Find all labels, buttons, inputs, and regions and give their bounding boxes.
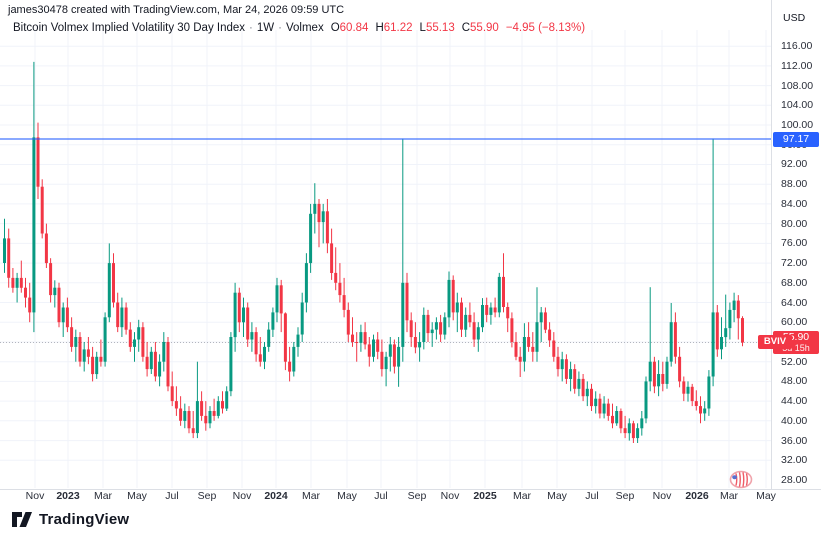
bar-countdown: 5d 15h: [782, 342, 810, 353]
price-tick-label: 100.00: [781, 119, 814, 132]
time-tick-month-label: Nov: [440, 490, 460, 502]
open-value: 60.84: [339, 22, 369, 34]
close-value: 55.90: [470, 22, 499, 34]
tradingview-logo[interactable]: TradingView: [12, 511, 129, 528]
time-tick-month-label: Nov: [232, 490, 252, 502]
price-tick-label: 80.00: [781, 217, 808, 230]
high-value: 61.22: [383, 22, 413, 34]
price-tick-label: 64.00: [781, 296, 808, 309]
price-tick-label: 112.00: [781, 59, 813, 72]
price-tick-label: 52.00: [781, 355, 808, 368]
price-tick-label: 60.00: [781, 316, 808, 329]
price-tick-label: 48.00: [781, 375, 808, 388]
attribution-text: james30478 created with TradingView.com,…: [8, 4, 345, 16]
time-tick-month-label: Mar: [719, 490, 739, 502]
time-tick-year-label: 2024: [264, 490, 288, 502]
time-tick-month-label: Sep: [407, 490, 427, 502]
time-tick-month-label: Nov: [25, 490, 45, 502]
symbol-title: Bitcoin Volmex Implied Volatility 30 Day…: [13, 22, 246, 34]
tradingview-logo-icon: [12, 512, 32, 527]
low-label: L: [419, 22, 426, 34]
time-tick-month-label: May: [127, 490, 147, 502]
close-label: C: [461, 22, 471, 34]
time-tick-month-label: Sep: [197, 490, 217, 502]
price-tick-label: 92.00: [781, 158, 808, 171]
price-tick-label: 104.00: [781, 99, 814, 112]
time-tick-month-label: May: [337, 490, 357, 502]
time-tick-month-label: Mar: [512, 490, 532, 502]
change-value: −4.95 (−8.13%): [505, 22, 586, 34]
price-tick-label: 116.00: [781, 40, 813, 53]
price-tick-label: 84.00: [781, 197, 808, 210]
high-label: H: [375, 22, 384, 34]
legend-separator: ·: [249, 22, 253, 34]
time-tick-year-label: 2025: [473, 490, 497, 502]
price-tick-label: 40.00: [781, 414, 808, 427]
time-tick-month-label: Jul: [374, 490, 388, 502]
time-tick-month-label: Jul: [585, 490, 599, 502]
brand-name: TradingView: [39, 511, 130, 528]
time-tick-month-label: May: [547, 490, 567, 502]
interval-label: 1W: [256, 22, 275, 34]
price-tick-label: 88.00: [781, 178, 808, 191]
time-tick-year-label: 2023: [56, 490, 80, 502]
symbol-price-badge: BVIV: [758, 335, 792, 350]
symbol-legend[interactable]: Bitcoin Volmex Implied Volatility 30 Day…: [13, 22, 585, 34]
price-tick-label: 76.00: [781, 237, 808, 250]
time-tick-year-label: 2026: [685, 490, 709, 502]
price-axis[interactable]: USD 116.00112.00108.00104.00100.0096.009…: [772, 0, 821, 489]
time-tick-month-label: Nov: [652, 490, 672, 502]
exchange-label: Volmex: [285, 22, 324, 34]
time-tick-month-label: Mar: [93, 490, 113, 502]
open-label: O: [330, 22, 340, 34]
price-tick-label: 72.00: [781, 257, 808, 270]
legend-separator: ·: [278, 22, 282, 34]
price-tick-label: 36.00: [781, 434, 808, 447]
us-flag-economic-event-icon[interactable]: [729, 470, 753, 489]
time-tick-month-label: May: [756, 490, 776, 502]
low-value: 55.13: [425, 22, 455, 34]
time-tick-month-label: Jul: [165, 490, 179, 502]
price-tick-label: 28.00: [781, 474, 808, 486]
price-tick-label: 44.00: [781, 395, 808, 408]
price-tick-label: 32.00: [781, 454, 808, 467]
currency-label: USD: [783, 12, 806, 24]
time-tick-month-label: Mar: [301, 490, 321, 502]
time-axis[interactable]: Nov 2023 Mar May Jul Sep Nov 2024 Mar May Jul Sep No…: [0, 490, 821, 512]
level-line-price-label[interactable]: 97.17: [773, 131, 819, 147]
price-tick-label: 68.00: [781, 276, 808, 289]
price-tick-label: 108.00: [781, 79, 814, 92]
time-tick-month-label: Sep: [615, 490, 635, 502]
